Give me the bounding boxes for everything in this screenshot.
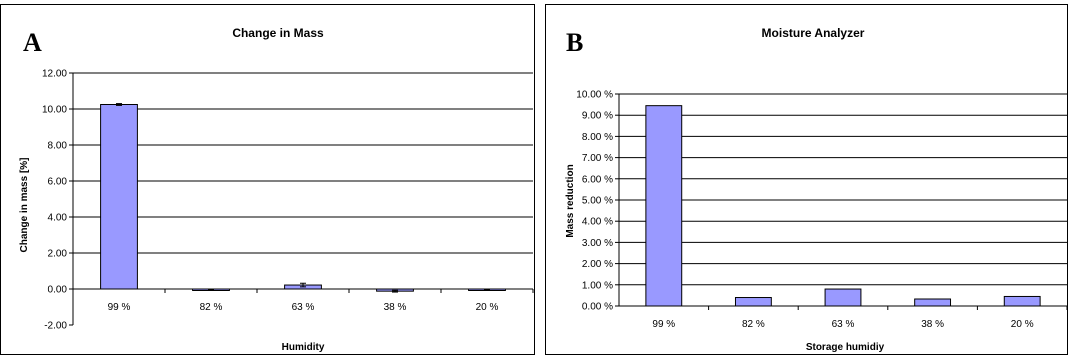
y-tick-label: 0.00 % xyxy=(582,302,613,313)
y-tick-label: 8.00 xyxy=(48,141,68,152)
y-tick-label: 4.00 % xyxy=(582,217,613,228)
change-in-mass-chart: A Change in Mass Humidity Change in mass… xyxy=(19,26,534,353)
bar-3 xyxy=(914,298,952,307)
plot-area: 0.00 % 1.00 % 2.00 % 3.00 % 4.00 % 5.00 % 6.00… xyxy=(576,90,1068,330)
y-tick-label: 7.00 % xyxy=(582,153,613,164)
y-tick-label: 6.00 xyxy=(48,177,68,188)
y-tick-label: 2.00 xyxy=(48,249,68,260)
x-axis-label: Humidity xyxy=(282,342,325,353)
bar-0 xyxy=(645,105,683,307)
x-tick-label: 99 % xyxy=(108,302,131,313)
y-tick-label: 2.00 % xyxy=(582,259,613,270)
bar-1 xyxy=(734,297,772,307)
bar-0 xyxy=(100,104,138,290)
y-tick-label: 12.00 xyxy=(42,69,67,80)
y-tick-label: 1.00 % xyxy=(582,280,613,291)
x-axis-label: Storage humidiy xyxy=(806,342,885,353)
x-tick-label: 82 % xyxy=(742,319,765,330)
x-tick-label: 99 % xyxy=(652,319,675,330)
moisture-analyzer-chart: B Moisture Analyzer Storage humidiy Mass… xyxy=(565,26,1068,353)
y-tick-label: 4.00 xyxy=(48,213,68,224)
chart-title: Moisture Analyzer xyxy=(762,26,865,40)
y-tick-label: 3.00 % xyxy=(582,238,613,249)
x-tick-label: 38 % xyxy=(921,319,944,330)
panel-label-a: A xyxy=(23,28,42,57)
chart-panel-a: A Change in Mass Humidity Change in mass… xyxy=(0,4,535,355)
y-axis-label: Change in mass [%] xyxy=(19,157,30,252)
y-tick-label: 5.00 % xyxy=(582,196,613,207)
chart-title: Change in Mass xyxy=(232,26,324,40)
y-tick-label: -2.00 xyxy=(44,321,67,332)
y-tick-label: 6.00 % xyxy=(582,174,613,185)
y-tick-label: 10.00 % xyxy=(576,90,613,101)
panel-label-b: B xyxy=(566,28,583,57)
plot-area: -2.00 0.00 2.00 4.00 6.00 8.00 10.00 12.00 99 % 8… xyxy=(42,69,534,332)
x-tick-label: 20 % xyxy=(476,302,499,313)
x-tick-label: 38 % xyxy=(384,302,407,313)
x-tick-label: 63 % xyxy=(832,319,855,330)
chart-panel-b: B Moisture Analyzer Storage humidiy Mass… xyxy=(545,4,1068,355)
x-tick-label: 20 % xyxy=(1011,319,1034,330)
y-axis-label: Mass reduction xyxy=(565,164,576,237)
y-tick-label: 0.00 xyxy=(48,285,68,296)
y-tick-label: 8.00 % xyxy=(582,132,613,143)
bar-2 xyxy=(824,288,862,307)
x-tick-label: 82 % xyxy=(200,302,223,313)
bar-4 xyxy=(1003,295,1041,307)
y-tick-label: 10.00 xyxy=(42,105,67,116)
y-tick-label: 9.00 % xyxy=(582,111,613,122)
x-tick-label: 63 % xyxy=(292,302,315,313)
